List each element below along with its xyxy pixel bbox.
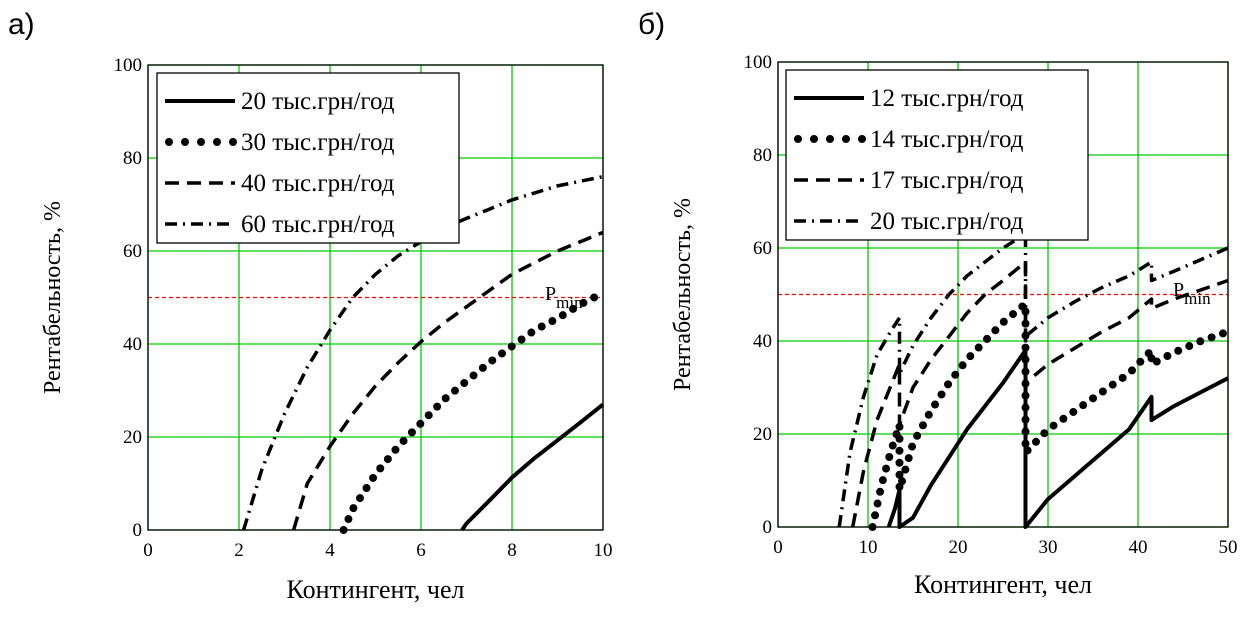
y-tick-label: 100 (744, 52, 773, 73)
legend-label-3: 17 тыс.грн/год (870, 167, 1024, 194)
x-tick-label: 2 (234, 540, 244, 561)
x-tick-label: 40 (1129, 537, 1148, 558)
y-tick-label: 0 (133, 520, 143, 541)
x-tick-label: 20 (949, 537, 968, 558)
y-tick-label: 80 (123, 148, 142, 169)
y-tick-label: 20 (123, 427, 142, 448)
y-tick-label: 40 (753, 331, 772, 352)
series-line-3 (850, 260, 1229, 528)
y-axis-label: Рентабельность, % (670, 198, 696, 391)
x-tick-label: 30 (1039, 537, 1058, 558)
series-line-1 (460, 402, 605, 532)
panel-b-letter: б) (638, 8, 666, 41)
x-tick-label: 6 (416, 540, 426, 561)
y-tick-label: 0 (763, 517, 773, 538)
y-axis-label: Рентабельность, % (40, 201, 66, 394)
x-tick-label: 8 (507, 540, 517, 561)
series-line-4 (837, 232, 1229, 528)
x-axis-label: Контингент, чел (287, 575, 465, 604)
plot-frame (777, 61, 1229, 528)
plot-frame (147, 64, 604, 531)
x-axis-label: Контингент, чел (914, 570, 1092, 599)
y-tick-label: 40 (123, 334, 142, 355)
x-tick-label: 10 (594, 540, 613, 561)
legend-label-2: 30 тыс.грн/год (241, 129, 395, 156)
legend-label-4: 60 тыс.грн/год (241, 211, 395, 238)
series-line-2 (868, 299, 1232, 531)
y-tick-label: 60 (123, 241, 142, 262)
y-tick-label: 80 (753, 145, 772, 166)
x-tick-label: 10 (859, 537, 878, 558)
reference-line-label: Pmin (545, 283, 583, 312)
x-tick-label: 4 (325, 540, 335, 561)
legend-label-1: 20 тыс.грн/год (241, 88, 395, 115)
x-tick-label: 0 (773, 537, 783, 558)
series-line-3 (291, 230, 604, 531)
y-tick-label: 20 (753, 424, 772, 445)
y-tick-label: 60 (753, 238, 772, 259)
legend-label-1: 12 тыс.грн/год (870, 85, 1024, 112)
series-line-2 (339, 288, 607, 534)
legend-label-3: 40 тыс.грн/год (241, 170, 395, 197)
reference-line-label: Pmin (1173, 279, 1211, 308)
panel-a-letter: а) (8, 8, 35, 41)
legend-label-4: 20 тыс.грн/год (870, 208, 1024, 235)
chart-b: 0 10 20 30 40 50 0 20 40 60 80 100 Pmin 12 тыс.грн/го… (670, 52, 1238, 599)
x-tick-label: 50 (1219, 537, 1238, 558)
legend-label-2: 14 тыс.грн/год (870, 126, 1024, 153)
y-tick-label: 100 (114, 55, 143, 76)
series-line-1 (886, 348, 1229, 529)
x-tick-label: 0 (143, 540, 153, 561)
